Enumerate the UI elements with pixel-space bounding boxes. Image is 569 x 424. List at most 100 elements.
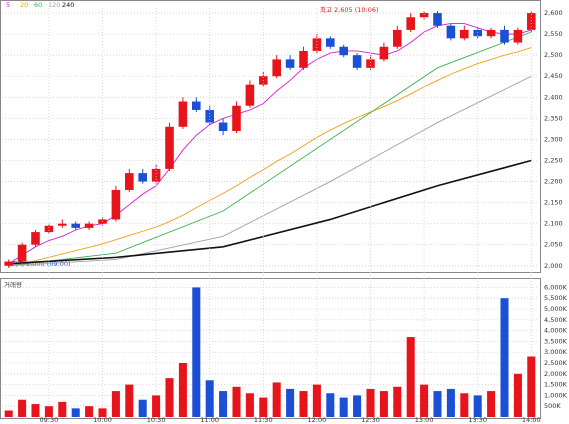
candle-body bbox=[17, 244, 27, 262]
x-tick-label: 09:30 bbox=[40, 416, 59, 424]
volume-bar bbox=[192, 287, 201, 417]
volume-bar bbox=[433, 391, 442, 417]
candle-body bbox=[151, 168, 161, 182]
y-tick-label: 2,150 bbox=[544, 199, 563, 207]
candle-body bbox=[178, 101, 188, 127]
candle-body bbox=[366, 59, 375, 68]
x-tick-label: 12:00 bbox=[308, 416, 327, 424]
volume-bar bbox=[500, 298, 509, 417]
candle-body bbox=[44, 225, 54, 233]
candle-body bbox=[500, 29, 509, 43]
moving-average-line bbox=[8, 159, 532, 265]
y-tick-label: 2,450 bbox=[544, 72, 563, 80]
moving-average-line bbox=[8, 47, 532, 267]
candle-body bbox=[486, 29, 496, 37]
high-annotation: 최고 2,605 (10:06) bbox=[320, 5, 379, 14]
candle-body bbox=[138, 173, 147, 182]
y-tick-label: 4,000K bbox=[544, 327, 568, 335]
volume-bar bbox=[527, 356, 536, 417]
volume-bar bbox=[111, 391, 120, 417]
legend-label: 5 bbox=[6, 1, 10, 9]
candle-body bbox=[31, 232, 40, 245]
y-tick-label: 2,600 bbox=[544, 9, 563, 17]
y-tick-label: 2,100 bbox=[544, 220, 563, 228]
moving-average-line bbox=[8, 31, 532, 267]
volume-bar bbox=[178, 363, 187, 417]
volume-bar bbox=[406, 337, 415, 417]
volume-bar bbox=[353, 395, 362, 417]
volume-frame bbox=[0, 278, 541, 419]
volume-bar bbox=[85, 406, 94, 417]
volume-bar bbox=[339, 397, 348, 417]
candle-body bbox=[71, 223, 80, 228]
volume-bar bbox=[71, 408, 80, 417]
volume-bar bbox=[379, 391, 388, 417]
candle-body bbox=[272, 59, 281, 77]
y-tick-label: 3,000K bbox=[544, 348, 568, 356]
x-tick-label: 13:30 bbox=[468, 416, 487, 424]
volume-title: 거래량 bbox=[4, 280, 22, 289]
y-tick-label: 3,500K bbox=[544, 337, 568, 345]
volume-bar bbox=[487, 391, 496, 417]
y-tick-label: 2,400 bbox=[544, 93, 563, 101]
volume-bar bbox=[205, 380, 214, 417]
candle-body bbox=[192, 101, 201, 110]
volume-bar bbox=[299, 391, 308, 417]
candle-body bbox=[125, 173, 134, 190]
candle-body bbox=[352, 55, 362, 68]
volume-bar bbox=[152, 395, 161, 417]
candle-body bbox=[165, 126, 174, 169]
y-tick-label: 1,000K bbox=[544, 391, 568, 399]
x-tick-label: 12:30 bbox=[361, 416, 380, 424]
volume-bar bbox=[245, 393, 254, 417]
candle-body bbox=[218, 122, 228, 131]
y-tick-label: 2,000K bbox=[544, 370, 568, 378]
candle-body bbox=[4, 261, 13, 266]
volume-bar bbox=[232, 386, 241, 417]
candle-body bbox=[513, 29, 523, 43]
candle-body bbox=[58, 223, 67, 226]
y-tick-label: 2,550 bbox=[544, 30, 563, 38]
volume-bar bbox=[18, 399, 27, 417]
candle-body bbox=[245, 84, 255, 106]
volume-bar bbox=[138, 399, 147, 417]
candle-body bbox=[419, 13, 429, 18]
y-tick-label: 2,200 bbox=[544, 178, 563, 186]
volume-bar bbox=[219, 391, 228, 417]
volume-bar bbox=[272, 382, 281, 417]
legend-label: 60 bbox=[34, 1, 42, 9]
volume-bar bbox=[326, 393, 335, 417]
y-tick-label: 2,350 bbox=[544, 114, 563, 122]
candle-body bbox=[527, 13, 536, 30]
volume-bar bbox=[393, 386, 402, 417]
candle-body bbox=[111, 189, 121, 220]
candle-body bbox=[326, 38, 335, 47]
candle-body bbox=[406, 17, 415, 30]
candle-body bbox=[379, 46, 389, 60]
volume-bar bbox=[366, 388, 375, 417]
y-tick-label: 2,300 bbox=[544, 135, 563, 143]
candle-body bbox=[232, 105, 241, 131]
y-tick-label: 6,000K bbox=[544, 283, 568, 291]
candle-body bbox=[446, 25, 456, 39]
y-tick-label: 5,500K bbox=[544, 294, 568, 302]
candle-body bbox=[285, 59, 295, 68]
candle-body bbox=[339, 46, 348, 56]
legend-label: 120 bbox=[48, 1, 60, 9]
y-tick-label: 2,050 bbox=[544, 241, 563, 249]
volume-bar bbox=[44, 406, 53, 417]
moving-average-line bbox=[8, 23, 532, 265]
volume-bar bbox=[473, 395, 482, 417]
volume-bar bbox=[446, 388, 455, 417]
candle-body bbox=[433, 13, 442, 26]
volume-bar bbox=[98, 408, 107, 417]
x-tick-label: 14:00 bbox=[522, 416, 541, 424]
volume-bar bbox=[4, 410, 13, 417]
y-tick-label: 2,500K bbox=[544, 359, 568, 367]
volume-bar bbox=[259, 397, 268, 417]
volume-bar bbox=[165, 378, 174, 417]
x-tick-label: 10:30 bbox=[147, 416, 166, 424]
candle-body bbox=[393, 29, 402, 47]
candle-body bbox=[84, 223, 94, 228]
